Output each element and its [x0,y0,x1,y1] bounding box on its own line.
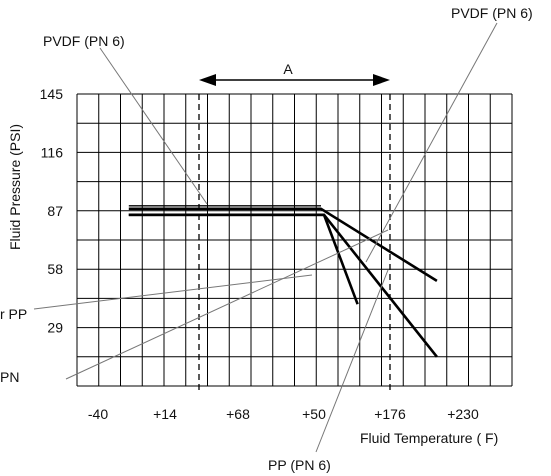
series-line [128,213,438,358]
annotation-pvdf-right: PVDF (PN 6) [451,5,533,21]
y-axis-title: Fluid Pressure (PSI) [7,124,23,250]
x-tick-label: +14 [153,406,177,422]
y-tick-label: 29 [47,320,63,336]
y-tick-label: 145 [40,86,64,102]
leader-pn-left [65,229,389,380]
tick-labels: -40 +14 +68 +50 +176 +230 29 58 87 116 145 [40,86,479,422]
x-tick-label: -40 [88,406,108,422]
annotation-pp-left: r PP [0,306,27,322]
range-arrow-left-head [199,74,216,86]
range-label: A [283,61,293,77]
leader-pvdf-left [99,47,208,205]
y-tick-label: 116 [41,144,64,160]
x-tick-label: +176 [374,406,406,422]
x-axis-title: Fluid Temperature ( F) [360,430,498,446]
x-tick-label: +50 [302,406,326,422]
y-tick-label: 58 [47,261,63,277]
y-tick-label: 87 [47,203,63,219]
range-arrow-right-head [373,74,390,86]
annotation-pn-left: PN [0,369,19,385]
annotation-pvdf-left: PVDF (PN 6) [43,33,125,49]
series-line [128,207,438,283]
x-tick-label: +68 [226,406,250,422]
leader-pvdf-right [365,22,498,263]
x-tick-label: +230 [447,406,479,422]
grid [76,93,513,387]
leader-pp-bottom [315,269,389,453]
chart-marks [128,205,438,358]
annotation-pp-bottom: PP (PN 6) [268,457,331,473]
leader-pp-left [33,274,313,310]
